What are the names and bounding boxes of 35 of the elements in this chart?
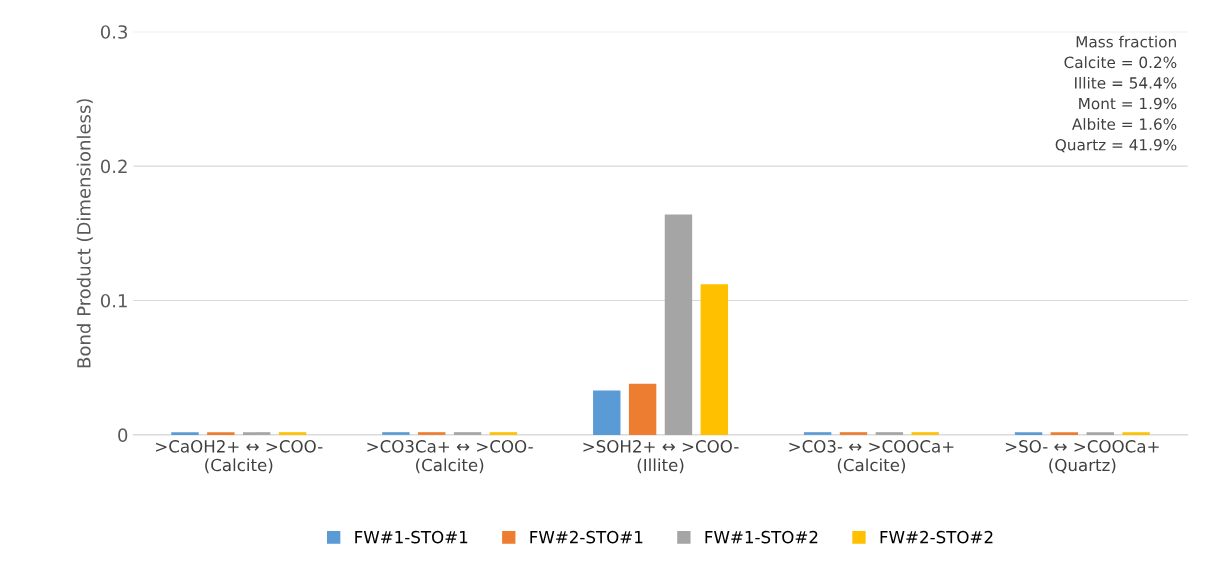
bar — [1014, 432, 1043, 435]
bar — [1122, 432, 1150, 435]
y-tick-label: 0.2 — [100, 159, 127, 174]
y-tick-label: 0 — [118, 428, 128, 442]
bar — [207, 432, 235, 435]
x-tick-label: >SOH2+ ↔ >COO- (Illite) — [583, 440, 739, 474]
bar — [242, 432, 271, 435]
y-tick-label: 0.1 — [100, 293, 127, 308]
bar — [664, 214, 693, 435]
bar — [1050, 432, 1079, 435]
bar — [418, 432, 446, 435]
legend-label: FW#2-STO#2 — [880, 530, 993, 544]
bar — [628, 383, 657, 435]
legend-label: FW#2-STO#1 — [530, 530, 643, 544]
bar — [1086, 432, 1114, 435]
bar — [593, 390, 621, 435]
y-tick-label: 0.3 — [100, 25, 128, 39]
bar — [278, 432, 307, 435]
x-tick-label: >CO3- ↔ >COOCa+ (Calcite) — [789, 440, 954, 474]
bar — [453, 432, 482, 435]
bar — [803, 432, 832, 435]
x-tick-label: >CO3Ca+ ↔ >COO- (Calcite) — [367, 440, 533, 474]
x-tick-label: >CaOH2+ ↔ >COO- (Calcite) — [156, 440, 323, 474]
legend-label: FW#1-STO#1 — [355, 530, 468, 544]
bar — [171, 432, 199, 435]
x-tick-label: >SO- ↔ >COOCa+ (Quartz) — [1005, 440, 1159, 474]
bar — [911, 432, 939, 435]
bar — [489, 432, 518, 435]
bar — [382, 432, 410, 435]
annotation: Mass fraction Calcite = 0.2% Illite = 54.4% Mont = 1.9% Albite = 1.6% Quartz = 41.9% — [1055, 35, 1177, 153]
bar — [875, 432, 904, 435]
y-axis-title: Bond Product (Dimensionless) — [76, 99, 93, 368]
bar — [700, 284, 729, 435]
bar — [839, 432, 868, 435]
legend-label: FW#1-STO#2 — [705, 530, 818, 544]
